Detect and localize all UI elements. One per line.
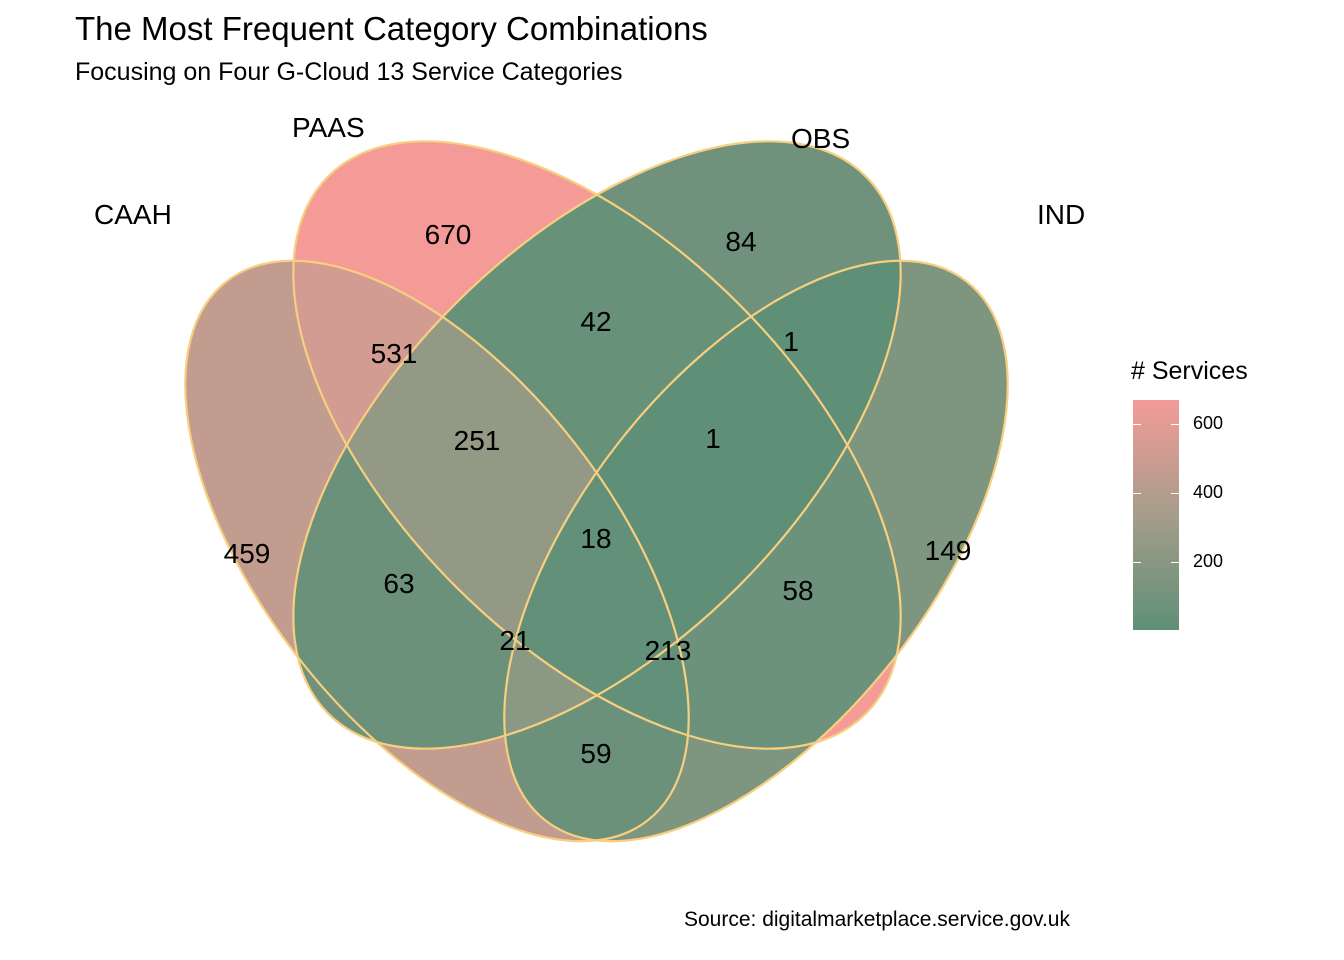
source-caption: Source: digitalmarketplace.service.gov.u… — [684, 908, 1070, 931]
region-label-paas-obs-ind: 1 — [705, 423, 721, 454]
chart-title: The Most Frequent Category Combinations — [75, 10, 708, 47]
region-label-paas-ind: 63 — [383, 568, 414, 599]
legend-tick-mark — [1133, 561, 1141, 563]
set-label-paas: PAAS — [292, 112, 365, 143]
region-label-paas: 670 — [425, 219, 472, 250]
legend-tick-mark — [1133, 424, 1141, 426]
region-label-caah: 459 — [224, 538, 271, 569]
region-label-ind: 149 — [925, 535, 972, 566]
region-label-caah-paas-ind: 21 — [499, 625, 530, 656]
chart-subtitle: Focusing on Four G-Cloud 13 Service Cate… — [75, 58, 623, 86]
legend-tick-label: 200 — [1193, 550, 1224, 571]
region-label-paas-obs: 42 — [580, 306, 611, 337]
legend-tick-label: 400 — [1193, 481, 1224, 502]
legend-tick-mark — [1171, 424, 1179, 426]
region-label-caah-paas: 531 — [371, 338, 418, 369]
region-label-caah-obs: 58 — [782, 575, 813, 606]
legend-tick-label: 600 — [1193, 413, 1224, 434]
legend-tick-mark — [1171, 561, 1179, 563]
set-label-caah: CAAH — [94, 199, 172, 230]
region-label-obs: 84 — [725, 226, 756, 257]
region-label-caah-paas-obs: 251 — [454, 425, 501, 456]
set-outline-ind — [503, 259, 1009, 843]
legend-tick-mark — [1133, 492, 1141, 494]
legend-title: # Services — [1131, 357, 1248, 385]
set-label-ind: IND — [1037, 199, 1085, 230]
region-label-caah-paas-obs-ind: 18 — [580, 523, 611, 554]
region-label-caah-ind: 59 — [580, 738, 611, 769]
legend-colorbar — [1133, 400, 1179, 630]
region-label-obs-ind: 1 — [783, 326, 799, 357]
set-outline-paas — [292, 140, 902, 750]
set-outline-obs — [292, 140, 902, 750]
legend-tick-mark — [1171, 492, 1179, 494]
set-label-obs: OBS — [791, 123, 850, 154]
region-label-caah-obs-ind: 213 — [645, 635, 692, 666]
